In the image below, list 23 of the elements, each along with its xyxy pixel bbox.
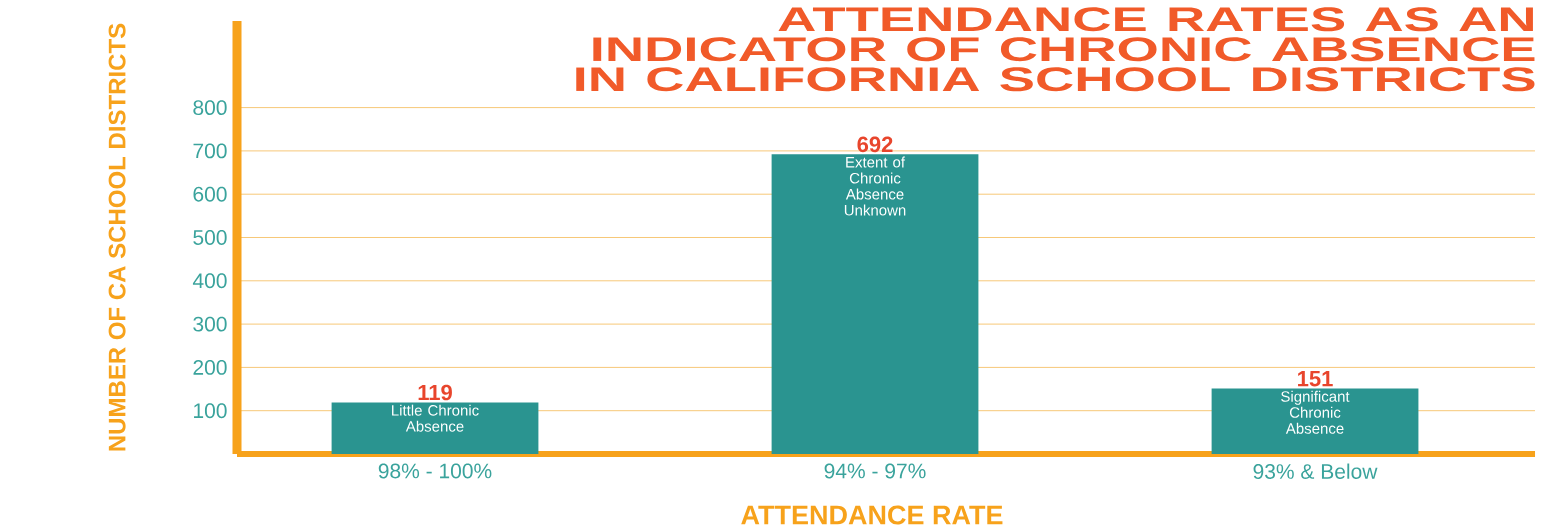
- data-label: 692: [857, 136, 893, 153]
- annotation: Extent of Chronic Absence Unknown: [844, 156, 906, 216]
- y-tick-label: 200: [193, 359, 227, 375]
- data-label: 151: [1298, 371, 1333, 387]
- bar: [771, 154, 979, 454]
- y-tick-label: 500: [193, 230, 227, 245]
- annotation: Significant Chronic Absence: [1281, 390, 1350, 434]
- x-axis-title: ATTENDANCE RATE: [741, 505, 1003, 525]
- y-tick-label: 800: [193, 100, 227, 116]
- y-axis-title: NUMBER OF CA SCHOOL DISTRICTS: [108, 23, 126, 451]
- chart-title: ATTENDANCE RATES AS AN INDICATOR OF CHRONIC ABSENCE IN CALIFORNIA SCHOOL DISTRICTS: [576, 7, 1535, 92]
- bar: [1211, 388, 1419, 454]
- x-tick-label: 94% - 97%: [824, 463, 926, 479]
- y-tick-label: 700: [193, 143, 227, 159]
- y-tick-label: 100: [194, 403, 227, 419]
- data-label: 119: [418, 384, 452, 401]
- x-tick-label: 93% & Below: [1253, 463, 1378, 479]
- bar: [331, 402, 539, 454]
- y-tick-label: 600: [193, 186, 227, 202]
- x-tick-label: 98% - 100%: [378, 463, 492, 479]
- y-tick-label: 300: [193, 316, 227, 332]
- y-tick-label: 400: [192, 273, 227, 289]
- annotation: Little Chronic Absence: [392, 404, 479, 432]
